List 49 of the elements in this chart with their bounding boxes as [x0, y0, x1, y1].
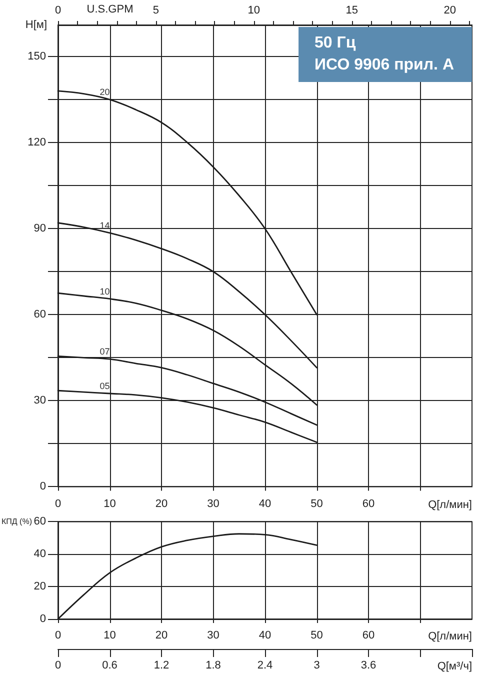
x2-tick-label: 0 — [54, 4, 62, 16]
x-tick-label: 20 — [155, 498, 168, 510]
x2-tick-label: 20 — [444, 4, 456, 16]
x2-tick-label: 0.6 — [102, 660, 118, 672]
x2-tick-label: 10 — [248, 4, 260, 16]
x-tick-label: 50 — [310, 498, 323, 510]
x-tick-label: 20 — [155, 630, 168, 642]
x-tick-label: 10 — [104, 498, 116, 510]
y-tick-label: 40 — [34, 548, 46, 560]
x2-tick-label: 3.6 — [360, 660, 376, 672]
x-tick-label: 60 — [362, 630, 375, 642]
text: ИСО 9906 прил. А — [314, 56, 454, 74]
series-label: 05 — [100, 381, 110, 391]
series-label: 07 — [100, 346, 110, 357]
y-axis-title: H[м] — [25, 19, 47, 31]
x2-tick-label: 1.8 — [206, 660, 221, 672]
y-tick-label: 30 — [34, 394, 46, 407]
y-tick-label: 0 — [40, 613, 46, 625]
x-tick-label: 30 — [207, 630, 220, 642]
x2-tick-label: 1.2 — [154, 660, 170, 672]
x-tick-label: 30 — [207, 498, 220, 510]
x-tick-label: 10 — [104, 630, 116, 642]
x-tick-label: 0 — [54, 630, 62, 642]
y-tick-label: 60 — [34, 516, 46, 528]
y-axis-title: КПД (%) — [2, 517, 32, 526]
x-tick-label: 60 — [362, 498, 375, 510]
x2-tick-label: 15 — [346, 4, 358, 16]
y-tick-label: 60 — [34, 308, 46, 321]
x-tick-label: 40 — [258, 498, 272, 510]
y-tick-label: 150 — [28, 50, 46, 63]
y-tick-label: 90 — [34, 222, 46, 235]
x2-tick-label: 3 — [314, 660, 320, 672]
series-label: 10 — [100, 286, 110, 296]
y-tick-label: 120 — [28, 136, 46, 149]
series-label: 14 — [100, 220, 110, 230]
x2-tick-label: 5 — [152, 4, 160, 16]
x2-axis-title: Q[м³/ч] — [437, 660, 472, 672]
series-label: 20 — [100, 87, 110, 98]
x2-tick-label: 2.4 — [257, 660, 273, 672]
x-tick-label: 40 — [258, 630, 272, 642]
x2-tick-label: 0 — [54, 660, 62, 672]
x-tick-label: 0 — [54, 498, 62, 510]
x-axis-title: Q[л/мин] — [428, 630, 472, 642]
y-tick-label: 0 — [40, 480, 46, 493]
text: 50 Гц — [314, 34, 356, 52]
x-axis-title: Q[л/мин] — [428, 499, 472, 512]
y-tick-label: 20 — [34, 580, 46, 593]
x-tick-label: 50 — [310, 630, 323, 642]
x2-axis-title: U.S.GPM — [86, 4, 134, 16]
